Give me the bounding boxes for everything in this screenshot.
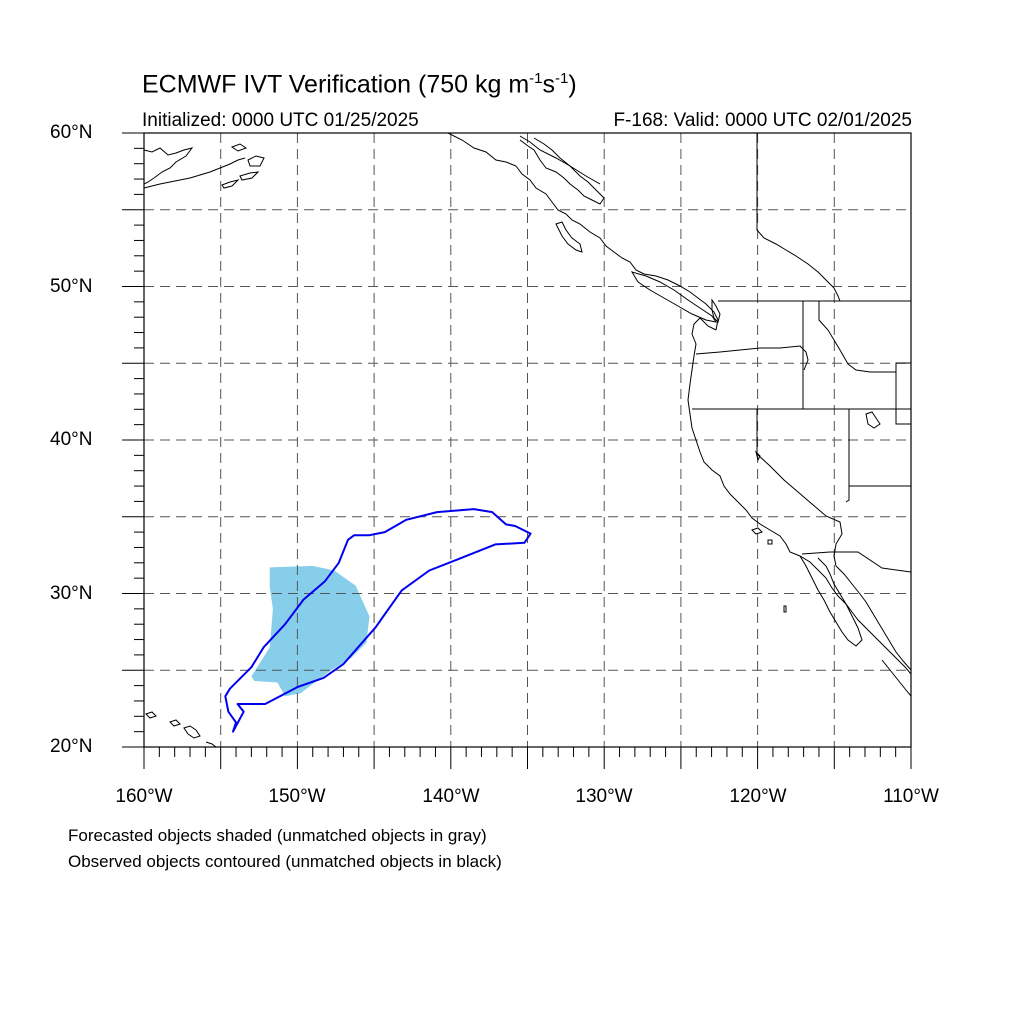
ca-nv-border [756, 409, 843, 535]
baja-california [799, 555, 863, 647]
bc-alberta-border [756, 133, 841, 302]
title-main: ECMWF IVT Verification (750 kg m [142, 70, 530, 99]
lon-label-130w: 130°W [575, 786, 633, 807]
channel-islands [751, 527, 787, 613]
lat-label-30: 30°N [50, 583, 93, 604]
alaska-islands [221, 143, 265, 189]
hawaii-islands [145, 711, 217, 747]
bc-inner-coast [519, 137, 605, 205]
lon-label-160w: 160°W [115, 786, 173, 807]
initialized-label: Initialized: 0000 UTC 01/25/2025 [142, 110, 419, 131]
montana-wyoming-border [895, 362, 911, 425]
gulf-of-california-east [835, 565, 911, 671]
political-borders-layer [692, 133, 911, 573]
wa-or-border [695, 345, 809, 371]
lat-label-50: 50°N [50, 276, 93, 297]
title-end: ) [568, 70, 577, 99]
alaska-panhandle-border [519, 135, 601, 185]
idaho-border [802, 301, 896, 409]
alaska-coastline [144, 147, 246, 189]
title-sup-1: -1 [529, 70, 543, 87]
valid-label: F-168: Valid: 0000 UTC 02/01/2025 [613, 110, 912, 131]
graticule-grid [144, 133, 911, 747]
mexico-coast-south [881, 659, 911, 697]
vancouver-island [630, 271, 718, 323]
title-mid: s [542, 70, 556, 99]
forecast-objects-layer [251, 565, 370, 697]
legend-observed-note: Observed objects contoured (unmatched ob… [68, 852, 502, 871]
chart-title: ECMWF IVT Verification (750 kg m-1s-1) [142, 70, 577, 99]
observed-objects-layer [224, 508, 532, 733]
lon-label-140w: 140°W [422, 786, 480, 807]
lon-label-120w: 120°W [729, 786, 787, 807]
forecast-object-shade [251, 565, 370, 697]
bc-coastline [447, 133, 719, 331]
nevada-utah-border [845, 409, 850, 503]
lon-label-110w: 110°W [883, 786, 939, 807]
lat-label-40: 40°N [50, 429, 93, 450]
haida-gwaii [555, 221, 583, 253]
lon-label-150w: 150°W [268, 786, 326, 807]
observed-object-contour [224, 508, 532, 733]
colorado-river [833, 533, 843, 567]
lat-label-20: 20°N [50, 736, 93, 757]
us-west-coastline [687, 317, 911, 675]
axis-ticks [122, 132, 912, 769]
great-salt-lake [865, 411, 881, 429]
title-sup-2: -1 [555, 70, 569, 87]
us-mexico-border [801, 551, 911, 573]
lake-tahoe-area [755, 450, 761, 462]
lat-label-60: 60°N [50, 122, 93, 143]
coastline-layer [144, 133, 911, 747]
puget-sound [711, 298, 721, 323]
legend-forecast-note: Forecasted objects shaded (unmatched obj… [68, 826, 487, 845]
